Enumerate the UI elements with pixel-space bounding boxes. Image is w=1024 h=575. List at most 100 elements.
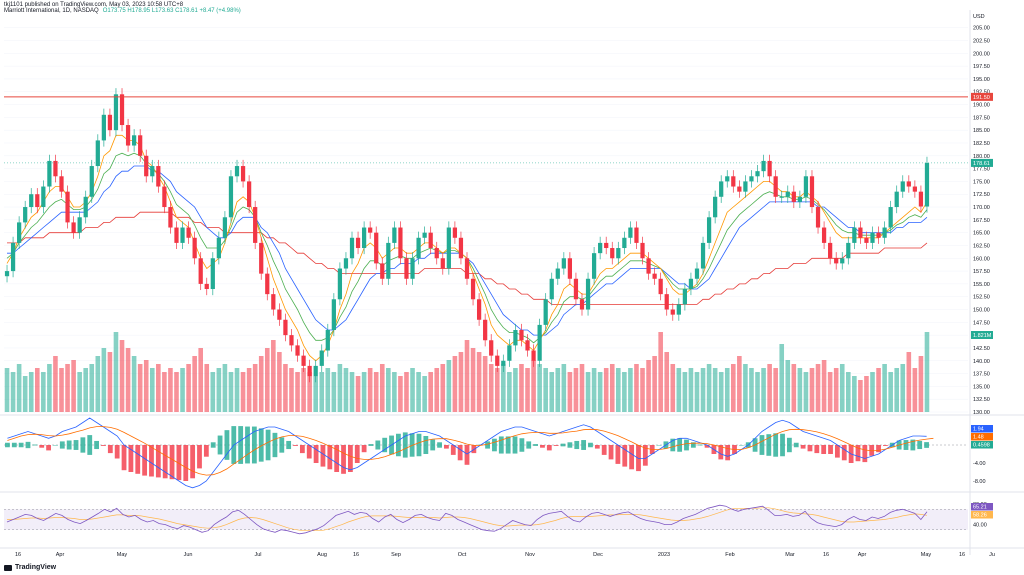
macd-histogram-bar (94, 440, 100, 450)
macd-histogram-bar (306, 445, 312, 459)
volume-bar (507, 372, 512, 412)
volume-bar (440, 364, 446, 412)
volume-bar (240, 372, 246, 412)
candle-body (519, 330, 524, 341)
price-tick-label: 130.00 (973, 410, 990, 416)
volume-bar (567, 372, 573, 412)
brand-text: TradingView (15, 564, 57, 571)
volume-bar (386, 368, 391, 412)
candle-body (470, 278, 476, 300)
candle-body (77, 217, 82, 233)
candle-body (186, 227, 191, 238)
candle-body (156, 166, 161, 187)
volume-bar (858, 380, 863, 412)
volume-bar (761, 368, 766, 412)
volume-bar (755, 372, 760, 412)
rsi-value-label: 58.26 (973, 513, 987, 519)
volume-bar (107, 352, 113, 412)
time-tick-label: Mar (785, 552, 795, 558)
macd-histogram-bar (5, 442, 10, 448)
candle-body (549, 278, 554, 300)
macd-histogram-bar (142, 445, 148, 476)
volume-bar (458, 352, 464, 412)
macd-histogram-bar (546, 445, 552, 451)
rsi-value-label: 65.21 (973, 505, 987, 511)
volume-bar (519, 364, 524, 412)
price-tick-label: 140.00 (973, 359, 990, 365)
candle-body (725, 176, 730, 182)
macd-histogram-bar (773, 433, 779, 457)
candle-body (585, 278, 591, 310)
volume-bar (894, 368, 900, 412)
macd-histogram-bar (684, 439, 689, 451)
macd-histogram-bar (793, 442, 799, 448)
rsi-band (4, 509, 968, 530)
volume-bar (301, 368, 306, 412)
volume-bar (482, 356, 488, 412)
candle-body (198, 258, 203, 284)
candle-body (809, 176, 815, 208)
candle-body (59, 176, 64, 192)
price-tick-label: 205.00 (973, 26, 990, 32)
candle-body (17, 222, 22, 243)
candle-body (440, 258, 445, 269)
volume-bar (295, 372, 300, 412)
candle-body (386, 242, 391, 279)
macd-histogram-bar (629, 445, 635, 470)
candle-body (779, 196, 784, 198)
macd-histogram-bar (313, 445, 319, 463)
macd-histogram-bar (87, 435, 93, 455)
candle-body (204, 283, 209, 290)
ohlc-values: O173.75 H178.95 L173.63 C178.61 +8.47 (+… (102, 8, 241, 14)
volume-bar (573, 368, 579, 412)
price-tick-label: 202.50 (973, 38, 990, 44)
price-tick-label: 150.00 (973, 308, 990, 314)
macd-histogram-bar (533, 444, 538, 446)
volume-bar (53, 356, 58, 412)
volume-bar (398, 376, 403, 412)
candle-body (295, 345, 300, 356)
candle-body (749, 176, 754, 182)
candle-body (924, 162, 930, 207)
macd-tick-label: -8.00 (973, 479, 986, 485)
volume-bar (125, 348, 131, 412)
volume-bar (791, 364, 797, 412)
macd-histogram-bar (540, 445, 545, 448)
macd-histogram-bar (526, 441, 532, 449)
macd-histogram-bar (492, 438, 497, 452)
macd-value-label: 1.94 (973, 427, 984, 433)
macd-histogram-bar (876, 445, 881, 453)
price-tick-label: 177.50 (973, 167, 990, 173)
candle-body (591, 253, 597, 279)
volume-bar (210, 372, 216, 412)
macd-histogram-bar (286, 440, 292, 450)
volume-bar (640, 368, 645, 412)
candle-body (422, 232, 427, 238)
volume-bar (864, 376, 869, 412)
macd-histogram-bar (217, 435, 223, 455)
volume-bar (143, 360, 149, 412)
volume-bar (198, 348, 203, 412)
price-tick-label: 197.50 (973, 64, 990, 70)
candle-body (228, 176, 234, 218)
volume-bar (476, 352, 482, 412)
volume-bar (137, 364, 143, 412)
volume-bar (331, 372, 337, 412)
volume-bar (888, 372, 893, 412)
price-tick-label: 192.50 (973, 90, 990, 96)
candle-body (35, 194, 40, 208)
candle-body (374, 232, 379, 264)
volume-bar (361, 372, 367, 412)
price-tick-label: 172.50 (973, 192, 990, 198)
candle-body (579, 299, 585, 310)
candle-body (767, 160, 772, 177)
macd-histogram-bar (862, 445, 868, 463)
candle-body (313, 365, 318, 377)
volume-bar (579, 364, 585, 412)
candle-body (555, 268, 560, 279)
time-tick-label: Feb (725, 552, 734, 558)
volume-bar (337, 364, 343, 412)
candle-body (761, 160, 766, 172)
volume-bar (168, 368, 173, 412)
